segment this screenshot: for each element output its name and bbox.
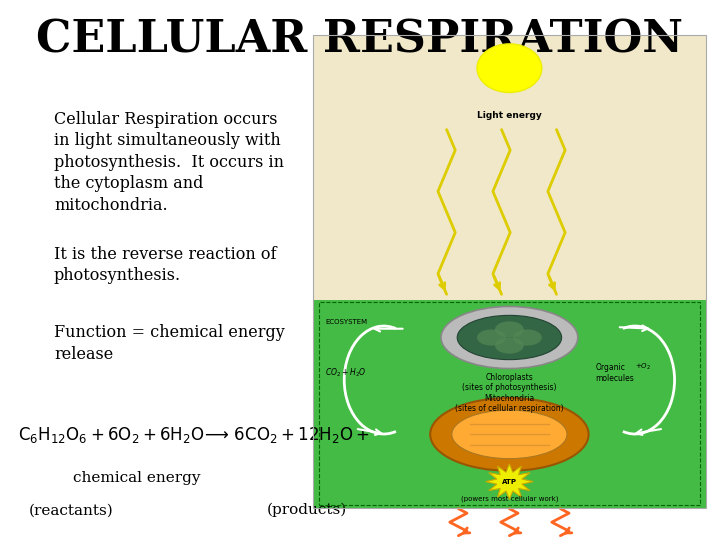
Text: (powers most cellular work): (powers most cellular work) bbox=[461, 495, 558, 502]
Text: (reactants): (reactants) bbox=[29, 503, 114, 517]
Ellipse shape bbox=[495, 321, 524, 338]
Text: (products): (products) bbox=[266, 503, 346, 517]
Text: ATP: ATP bbox=[502, 478, 517, 484]
Polygon shape bbox=[485, 464, 534, 500]
Text: ECOSYSTEM: ECOSYSTEM bbox=[325, 319, 367, 325]
Ellipse shape bbox=[513, 329, 541, 346]
Bar bbox=[313, 35, 706, 508]
Ellipse shape bbox=[431, 398, 589, 471]
Bar bbox=[313, 300, 706, 508]
Bar bbox=[313, 35, 706, 300]
Circle shape bbox=[477, 44, 542, 92]
Text: $\mathrm{C_6H_{12}O_6 + 6O_2 + 6H_2O}$$\!\longrightarrow\!$$\mathrm{\ 6CO_2 + 12: $\mathrm{C_6H_{12}O_6 + 6O_2 + 6H_2O}$$\… bbox=[18, 424, 370, 445]
Bar bbox=[319, 302, 700, 505]
Text: Mitochondria
(sites of cellular respiration): Mitochondria (sites of cellular respirat… bbox=[455, 394, 564, 413]
Text: $+ O_2$: $+ O_2$ bbox=[635, 361, 652, 372]
Text: Chloroplasts
(sites of photosynthesis): Chloroplasts (sites of photosynthesis) bbox=[462, 373, 557, 392]
Text: Light energy: Light energy bbox=[477, 111, 541, 120]
Text: Organic
molecules: Organic molecules bbox=[595, 363, 634, 383]
Text: Function = chemical energy
release: Function = chemical energy release bbox=[54, 324, 284, 362]
Ellipse shape bbox=[495, 338, 524, 354]
Ellipse shape bbox=[441, 306, 578, 368]
Text: It is the reverse reaction of
photosynthesis.: It is the reverse reaction of photosynth… bbox=[54, 246, 276, 284]
Ellipse shape bbox=[457, 315, 562, 360]
Text: $CO_2 + H_2O$: $CO_2 + H_2O$ bbox=[325, 367, 366, 379]
Text: Cellular Respiration occurs
in light simultaneously with
photosynthesis.  It occ: Cellular Respiration occurs in light sim… bbox=[54, 111, 284, 214]
Text: chemical energy: chemical energy bbox=[73, 471, 201, 485]
Text: CELLULAR RESPIRATION: CELLULAR RESPIRATION bbox=[37, 19, 683, 62]
Ellipse shape bbox=[452, 410, 567, 458]
Ellipse shape bbox=[477, 329, 505, 346]
